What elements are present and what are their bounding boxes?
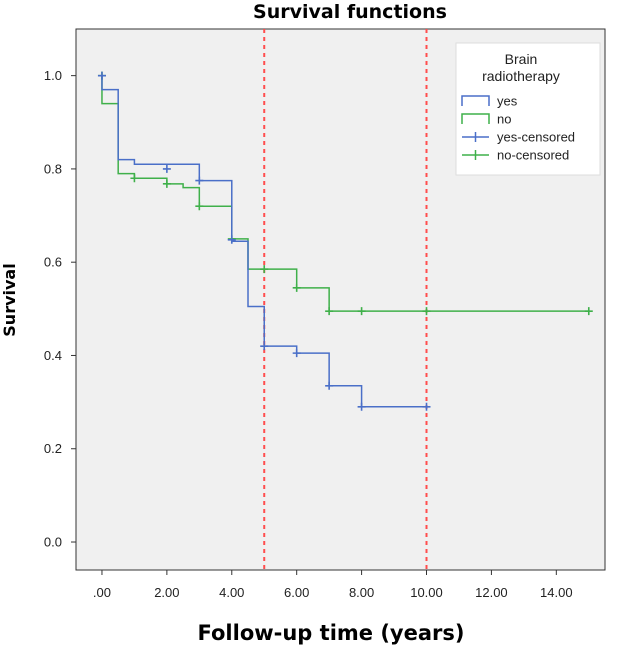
censor-mark-no <box>162 179 171 188</box>
legend-label: yes-censored <box>497 130 575 145</box>
y-tick-label: 0.4 <box>44 348 62 363</box>
censor-mark-yes <box>97 71 106 80</box>
censor-mark-yes <box>422 402 431 411</box>
legend-step-swatch <box>461 113 490 124</box>
x-tick-label: .00 <box>93 585 111 600</box>
censor-mark-yes <box>260 342 269 351</box>
legend-step-swatch <box>461 95 490 106</box>
censor-mark-yes <box>292 349 301 358</box>
y-tick-label: 1.0 <box>44 68 62 83</box>
legend-label: yes <box>497 94 518 109</box>
censor-mark-no <box>130 174 139 183</box>
legend-title-line2: radiotherapy <box>482 68 560 84</box>
y-tick-label: 0.2 <box>44 441 62 456</box>
censor-mark-no <box>357 307 366 316</box>
x-tick-label: 6.00 <box>284 585 309 600</box>
x-tick-label: 8.00 <box>349 585 374 600</box>
censor-mark-yes <box>195 176 204 185</box>
legend-box <box>455 42 601 176</box>
y-tick-label: 0.0 <box>44 535 62 550</box>
legend-item: yes <box>461 94 518 109</box>
censor-mark-no <box>195 202 204 211</box>
censor-mark-yes <box>227 235 236 244</box>
censor-mark-no <box>584 307 593 316</box>
censor-mark-no <box>422 307 431 316</box>
censor-mark-yes <box>162 164 171 173</box>
x-tick-label: 14.00 <box>540 585 573 600</box>
legend-item: no-censored <box>462 148 569 163</box>
y-tick-label: 0.8 <box>44 161 62 176</box>
x-tick-label: 10.00 <box>410 585 443 600</box>
x-axis-label: Follow-up time (years) <box>198 621 465 645</box>
legend-title-line1: Brain <box>505 51 538 67</box>
legend-item: yes-censored <box>462 130 575 145</box>
legend-item: no <box>461 112 511 127</box>
legend-label: no-censored <box>497 148 569 163</box>
y-tick-label: 0.6 <box>44 255 62 270</box>
series-line-yes <box>101 75 427 408</box>
chart-title: Survival functions <box>253 1 447 23</box>
censor-mark-no <box>325 307 334 316</box>
censor-mark-yes <box>357 402 366 411</box>
censor-mark-no <box>292 283 301 292</box>
x-tick-label: 2.00 <box>154 585 179 600</box>
series-line-no <box>101 75 589 312</box>
x-tick-label: 12.00 <box>475 585 508 600</box>
legend-label: no <box>497 112 511 127</box>
censor-mark-yes <box>325 381 334 390</box>
legend: Brain radiotherapy yes no yes-censored no-c… <box>455 42 601 176</box>
x-tick-label: 4.00 <box>219 585 244 600</box>
censor-mark-no <box>260 265 269 274</box>
y-axis-label: Survival <box>0 263 19 336</box>
